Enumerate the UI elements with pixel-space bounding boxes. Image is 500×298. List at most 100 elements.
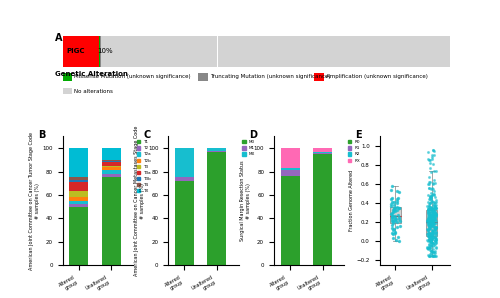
Bar [237,36,238,67]
Point [425,180,433,185]
Bar [183,36,184,67]
PathPatch shape [426,210,438,236]
Point [426,180,434,185]
Point [430,220,438,225]
Point [432,206,440,210]
Y-axis label: Fraction Genome Altered: Fraction Genome Altered [348,170,354,232]
Bar [322,36,323,67]
Point [432,206,440,210]
Bar [266,36,267,67]
Bar [70,192,88,197]
Point [429,244,437,249]
Point [432,226,440,231]
Bar [208,152,227,265]
Point [427,217,435,222]
Bar [114,36,115,67]
Bar [414,36,416,67]
Point [427,196,435,201]
Point [388,202,396,207]
Point [426,219,434,224]
Point [432,238,440,243]
Point [387,188,395,193]
Point [424,221,432,226]
Point [430,243,438,248]
Point [424,227,432,232]
Point [426,221,434,225]
Bar [66,36,67,67]
Bar [332,36,334,67]
Bar [123,36,124,67]
Point [424,193,432,197]
Point [432,239,440,244]
Point [424,208,432,212]
Bar [362,36,363,67]
Point [426,249,434,254]
Point [427,236,435,240]
Bar [244,36,246,67]
Point [424,227,432,232]
Point [426,211,434,215]
Point [425,223,433,228]
Bar [358,36,360,67]
Point [429,230,437,235]
Point [430,222,438,226]
Point [428,205,436,210]
Bar [118,36,120,67]
Bar [309,36,310,67]
Point [394,206,402,211]
Bar [434,36,435,67]
Point [428,213,436,218]
Point [392,216,400,221]
Point [428,249,436,254]
Point [425,157,433,162]
Bar [354,36,356,67]
Point [388,184,396,189]
Point [424,247,432,252]
Point [431,215,439,220]
Point [388,219,396,224]
Text: D: D [249,130,257,140]
Bar [313,153,332,154]
Bar [276,36,278,67]
Bar [70,204,88,207]
Point [428,252,436,257]
Bar [267,36,268,67]
Point [432,253,440,258]
Point [426,194,434,199]
Point [392,205,400,210]
Point [396,218,404,223]
Bar [280,148,299,168]
Y-axis label: American Joint Committee on Cancer Tumor Stage Code
# samples (%): American Joint Committee on Cancer Tumor… [28,132,40,270]
Bar [102,170,121,174]
Y-axis label: American Joint Committee on Cancer Metastases Stage Code
# samples (%): American Joint Committee on Cancer Metas… [134,126,145,276]
Point [430,217,438,222]
Point [426,194,434,198]
Point [428,220,436,225]
Point [426,222,434,227]
Point [432,169,440,174]
PathPatch shape [390,207,401,223]
Bar [156,36,157,67]
Point [388,217,396,222]
Point [388,208,396,213]
Bar [220,36,222,67]
Bar [335,36,336,67]
Point [391,205,399,210]
Point [428,156,436,161]
Bar [199,36,200,67]
Point [390,209,398,214]
Bar [67,36,68,67]
Bar [138,36,139,67]
Point [428,186,436,190]
Point [431,235,439,239]
Point [430,239,438,243]
Point [430,203,438,208]
Bar [241,36,242,67]
Point [432,229,440,234]
Point [424,233,432,238]
Bar [392,36,393,67]
Bar [349,36,350,67]
Bar [260,36,262,67]
Point [388,226,396,230]
Bar [68,36,69,67]
